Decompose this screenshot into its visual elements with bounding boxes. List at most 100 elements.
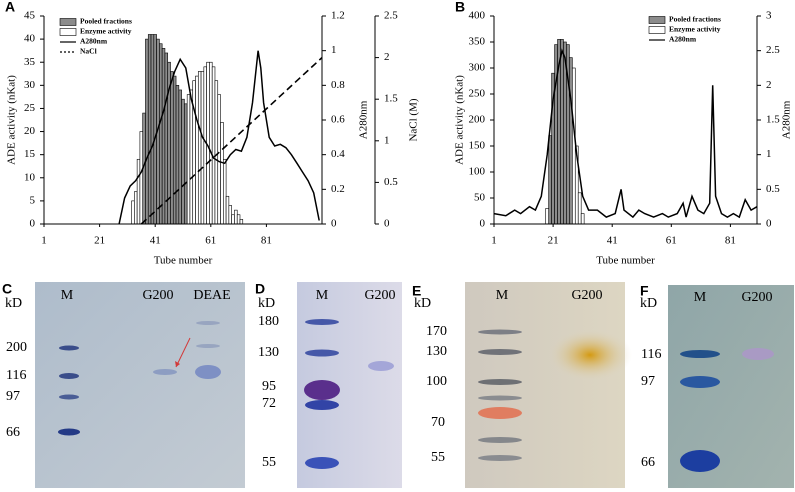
band <box>478 395 522 401</box>
unit: kD <box>414 296 431 311</box>
y-tick-label: 35 <box>24 56 36 68</box>
band <box>196 321 220 325</box>
lane-label: G200 <box>571 288 602 303</box>
legend-label: NaCl <box>80 47 97 56</box>
x-axis-label: Tube number <box>154 255 213 267</box>
x-tick-label: 61 <box>666 235 677 247</box>
y2-tick-label: 2 <box>766 79 772 91</box>
bar <box>211 66 216 225</box>
band <box>478 349 522 355</box>
band <box>305 400 339 410</box>
bar <box>197 71 202 225</box>
bar <box>181 98 185 225</box>
lane-label: M <box>496 288 509 303</box>
legend-label: A280nm <box>80 37 108 46</box>
y-tick-label: 100 <box>469 166 486 178</box>
band <box>59 345 79 351</box>
y2-tick-label: 0 <box>766 218 772 230</box>
band <box>368 361 394 371</box>
band <box>195 365 221 379</box>
y3-tick-label: 1.5 <box>384 93 398 105</box>
band <box>478 437 522 443</box>
marker: 72 <box>262 396 276 411</box>
marker: 66 <box>641 455 655 470</box>
bar <box>569 57 573 225</box>
marker: 130 <box>426 344 447 359</box>
gel <box>465 282 625 488</box>
unit: kD <box>640 296 657 311</box>
marker: 100 <box>426 374 447 389</box>
legend-label: Pooled fractions <box>669 15 721 24</box>
marker: 55 <box>262 455 276 470</box>
x-axis-label: Tube number <box>596 255 655 267</box>
legend-label: Enzyme activity <box>80 27 132 36</box>
y-axis-label: ADE activity (nKat) <box>454 75 466 165</box>
lane-label: G200 <box>142 288 173 303</box>
y-tick-label: 20 <box>24 125 36 137</box>
legend-swatch <box>648 26 666 34</box>
y-tick-label: 10 <box>24 171 36 183</box>
bar <box>195 75 199 225</box>
bar <box>139 131 143 225</box>
band <box>548 329 632 381</box>
bar <box>136 158 141 225</box>
bar <box>225 195 230 225</box>
x-tick-label: 81 <box>725 235 736 247</box>
band <box>305 349 339 357</box>
y2-axis-label: A280nm <box>781 100 793 139</box>
legend-label: Pooled fractions <box>80 17 132 26</box>
y3-tick-label: 2.5 <box>384 10 398 22</box>
marker: 66 <box>6 425 20 440</box>
y-tick-label: 200 <box>469 114 486 126</box>
x-tick-label: 41 <box>150 235 161 247</box>
marker: 70 <box>431 415 445 430</box>
bar <box>164 52 169 225</box>
marker: 130 <box>258 345 279 360</box>
band <box>305 457 339 469</box>
y2-tick-label: 0.8 <box>331 79 345 91</box>
lane-label: G200 <box>741 290 772 305</box>
y3-tick-label: 1 <box>384 134 390 146</box>
bar <box>172 75 177 225</box>
band <box>680 376 720 388</box>
marker: 55 <box>431 450 445 465</box>
bar <box>145 38 149 225</box>
bar <box>580 213 585 225</box>
x-tick-label: 21 <box>548 235 559 247</box>
y-tick-label: 40 <box>24 33 36 45</box>
y2-tick-label: 1 <box>331 44 337 56</box>
band <box>153 369 177 375</box>
bar <box>189 89 194 225</box>
band <box>59 373 79 379</box>
bar <box>223 158 227 225</box>
marker: 97 <box>6 389 20 404</box>
legend-swatch <box>59 28 77 36</box>
y-tick-label: 350 <box>469 36 486 48</box>
line <box>118 50 320 225</box>
y-tick-label: 0 <box>30 218 36 230</box>
band <box>742 348 774 360</box>
lane-label: DEAE <box>193 288 230 303</box>
panel-label: A <box>5 0 15 15</box>
lane-label: G200 <box>364 288 395 303</box>
y3-tick-label: 2 <box>384 51 390 63</box>
y-tick-label: 0 <box>480 218 486 230</box>
band <box>58 428 80 436</box>
arrow <box>175 337 191 368</box>
x-tick-label: 21 <box>94 235 105 247</box>
band <box>305 319 339 325</box>
y2-tick-label: 1.5 <box>766 114 780 126</box>
bar <box>228 205 232 225</box>
marker: 116 <box>6 368 26 383</box>
x-tick-label: 61 <box>205 235 216 247</box>
y2-tick-label: 0 <box>331 218 337 230</box>
legend-label: Enzyme activity <box>669 25 721 34</box>
lane-label: M <box>316 288 329 303</box>
bar <box>184 103 188 225</box>
panel-label: B <box>455 0 465 15</box>
bar <box>170 71 174 225</box>
y2-tick-label: 3 <box>766 10 772 22</box>
bar <box>577 192 582 225</box>
gel-e: E kD M G200 170 130 100 70 55 <box>412 282 632 488</box>
